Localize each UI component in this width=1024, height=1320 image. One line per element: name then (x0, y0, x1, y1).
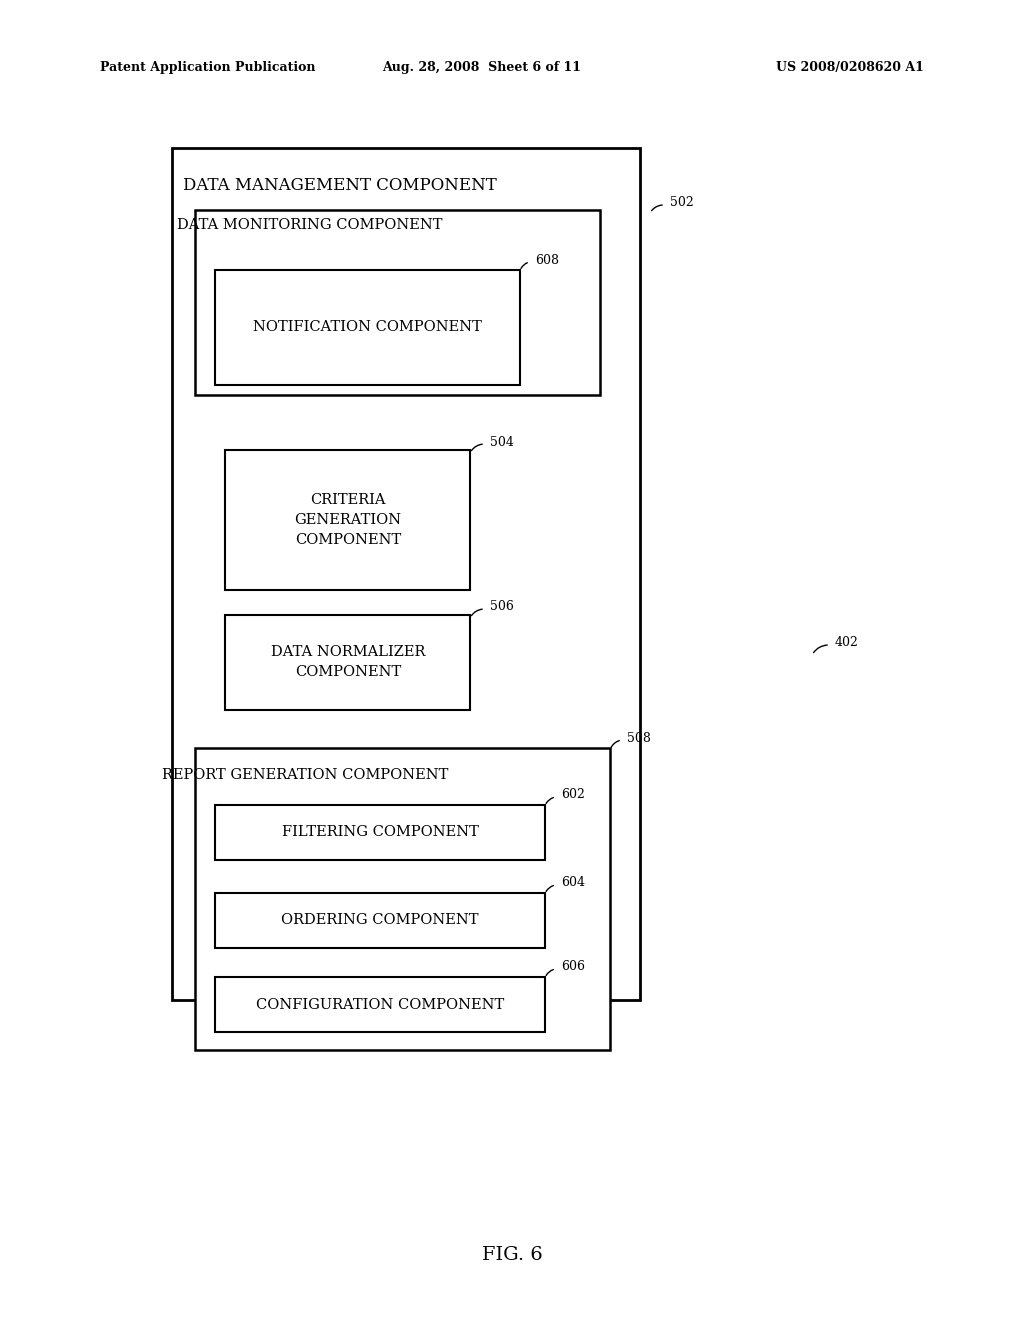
Text: US 2008/0208620 A1: US 2008/0208620 A1 (776, 62, 924, 74)
Bar (195, 748, 610, 1049)
Bar (215, 271, 520, 385)
Text: CONFIGURATION COMPONENT: CONFIGURATION COMPONENT (256, 998, 504, 1012)
Text: 508: 508 (627, 731, 651, 744)
Text: 602: 602 (561, 788, 585, 801)
Text: 506: 506 (490, 601, 514, 614)
Text: DATA MANAGEMENT COMPONENT: DATA MANAGEMENT COMPONENT (183, 177, 497, 194)
Text: DATA MONITORING COMPONENT: DATA MONITORING COMPONENT (177, 218, 442, 232)
Bar (225, 450, 470, 590)
Text: REPORT GENERATION COMPONENT: REPORT GENERATION COMPONENT (162, 768, 449, 781)
Bar (172, 148, 640, 1001)
Bar (215, 894, 545, 948)
Bar (195, 210, 600, 395)
Text: 502: 502 (670, 197, 693, 210)
Text: FILTERING COMPONENT: FILTERING COMPONENT (282, 825, 478, 840)
Text: CRITERIA
GENERATION
COMPONENT: CRITERIA GENERATION COMPONENT (295, 494, 401, 546)
Text: FIG. 6: FIG. 6 (481, 1246, 543, 1265)
Text: Patent Application Publication: Patent Application Publication (100, 62, 315, 74)
Bar (215, 977, 545, 1032)
Text: NOTIFICATION COMPONENT: NOTIFICATION COMPONENT (253, 319, 481, 334)
Text: 606: 606 (561, 961, 585, 974)
Bar (215, 805, 545, 861)
Text: 608: 608 (535, 253, 559, 267)
Text: 604: 604 (561, 876, 585, 890)
Text: 504: 504 (490, 436, 514, 449)
Text: DATA NORMALIZER
COMPONENT: DATA NORMALIZER COMPONENT (270, 645, 425, 678)
Text: Aug. 28, 2008  Sheet 6 of 11: Aug. 28, 2008 Sheet 6 of 11 (383, 62, 582, 74)
Text: 402: 402 (835, 636, 859, 649)
Bar (225, 615, 470, 710)
Text: ORDERING COMPONENT: ORDERING COMPONENT (282, 913, 479, 927)
